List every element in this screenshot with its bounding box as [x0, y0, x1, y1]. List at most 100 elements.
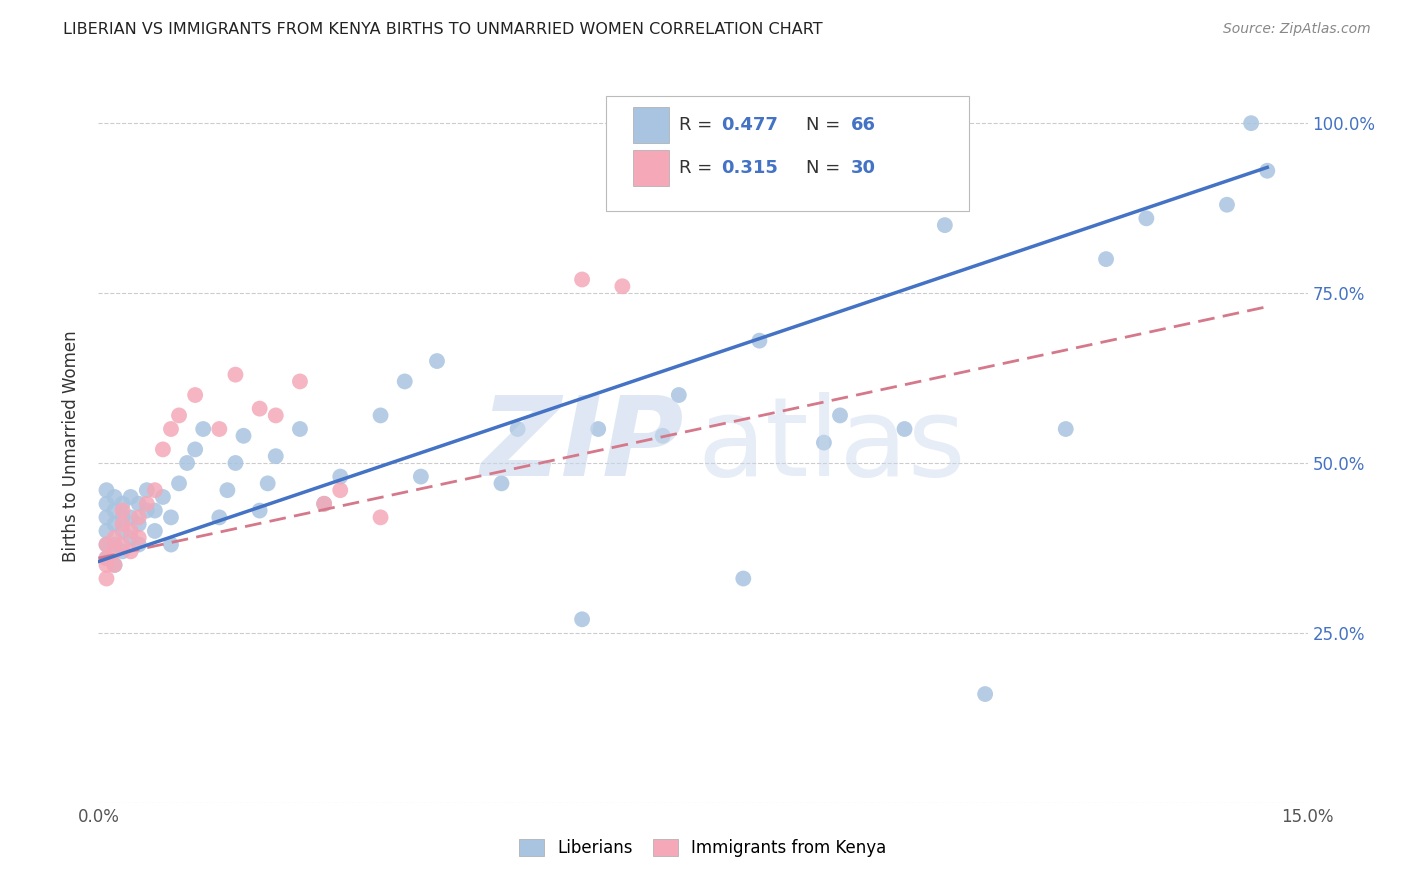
- Point: [409, 469, 432, 483]
- Text: 0.477: 0.477: [721, 116, 778, 134]
- Point: [96, 537, 118, 551]
- Point: [120, 531, 142, 545]
- Point: [96, 483, 118, 498]
- Point: [111, 537, 134, 551]
- Text: ZIP: ZIP: [481, 392, 685, 500]
- Point: [167, 409, 190, 423]
- Point: [506, 422, 529, 436]
- Point: [135, 483, 157, 498]
- Point: [96, 497, 118, 511]
- Point: [491, 476, 513, 491]
- Point: [256, 476, 278, 491]
- Point: [1240, 116, 1263, 130]
- Point: [264, 409, 287, 423]
- Point: [135, 503, 157, 517]
- Point: [184, 442, 207, 457]
- Point: [224, 456, 246, 470]
- Point: [249, 401, 271, 416]
- Text: atlas: atlas: [697, 392, 966, 500]
- Point: [167, 476, 190, 491]
- Point: [329, 469, 352, 483]
- Point: [1054, 422, 1077, 436]
- Point: [208, 510, 231, 524]
- Point: [288, 422, 311, 436]
- Point: [176, 456, 198, 470]
- FancyBboxPatch shape: [633, 107, 669, 143]
- Point: [96, 537, 118, 551]
- Point: [143, 524, 166, 538]
- Point: [160, 422, 183, 436]
- Y-axis label: Births to Unmarried Women: Births to Unmarried Women: [62, 330, 80, 562]
- Point: [571, 272, 593, 286]
- Point: [232, 429, 254, 443]
- Point: [111, 497, 134, 511]
- Point: [103, 558, 125, 572]
- Point: [152, 490, 174, 504]
- Point: [934, 218, 956, 232]
- Point: [249, 503, 271, 517]
- Point: [103, 517, 125, 532]
- Point: [111, 510, 134, 524]
- Point: [1135, 211, 1157, 226]
- Point: [184, 388, 207, 402]
- Point: [612, 279, 634, 293]
- Point: [143, 503, 166, 517]
- Text: N =: N =: [806, 116, 846, 134]
- Point: [96, 510, 118, 524]
- Point: [96, 551, 118, 566]
- Text: LIBERIAN VS IMMIGRANTS FROM KENYA BIRTHS TO UNMARRIED WOMEN CORRELATION CHART: LIBERIAN VS IMMIGRANTS FROM KENYA BIRTHS…: [63, 22, 823, 37]
- Point: [96, 572, 118, 586]
- Point: [120, 544, 142, 558]
- Text: 30: 30: [851, 159, 876, 177]
- Point: [103, 558, 125, 572]
- Point: [288, 375, 311, 389]
- Point: [733, 572, 755, 586]
- Point: [264, 449, 287, 463]
- Point: [748, 334, 770, 348]
- Point: [135, 497, 157, 511]
- Point: [571, 612, 593, 626]
- Point: [394, 375, 416, 389]
- Point: [314, 497, 336, 511]
- Point: [651, 429, 673, 443]
- Point: [128, 497, 150, 511]
- Point: [329, 483, 352, 498]
- Point: [314, 497, 336, 511]
- Text: Source: ZipAtlas.com: Source: ZipAtlas.com: [1223, 22, 1371, 37]
- Point: [111, 503, 134, 517]
- Point: [96, 558, 118, 572]
- Point: [1256, 163, 1278, 178]
- Text: R =: R =: [679, 116, 718, 134]
- Point: [143, 483, 166, 498]
- Text: R =: R =: [679, 159, 718, 177]
- Point: [974, 687, 997, 701]
- Point: [103, 503, 125, 517]
- Point: [96, 551, 118, 566]
- Point: [668, 388, 690, 402]
- Point: [103, 537, 125, 551]
- Text: 66: 66: [851, 116, 876, 134]
- Point: [160, 510, 183, 524]
- Point: [128, 517, 150, 532]
- Point: [217, 483, 239, 498]
- Point: [813, 435, 835, 450]
- FancyBboxPatch shape: [606, 96, 969, 211]
- Point: [1095, 252, 1118, 266]
- Text: N =: N =: [806, 159, 846, 177]
- FancyBboxPatch shape: [633, 150, 669, 186]
- Point: [128, 537, 150, 551]
- Point: [224, 368, 246, 382]
- Point: [111, 517, 134, 532]
- Point: [586, 422, 609, 436]
- Legend: Liberians, Immigrants from Kenya: Liberians, Immigrants from Kenya: [510, 831, 896, 866]
- Point: [96, 524, 118, 538]
- Point: [103, 490, 125, 504]
- Point: [370, 510, 392, 524]
- Point: [120, 524, 142, 538]
- Point: [111, 544, 134, 558]
- Point: [128, 531, 150, 545]
- Point: [152, 442, 174, 457]
- Point: [111, 524, 134, 538]
- Point: [828, 409, 851, 423]
- Point: [893, 422, 915, 436]
